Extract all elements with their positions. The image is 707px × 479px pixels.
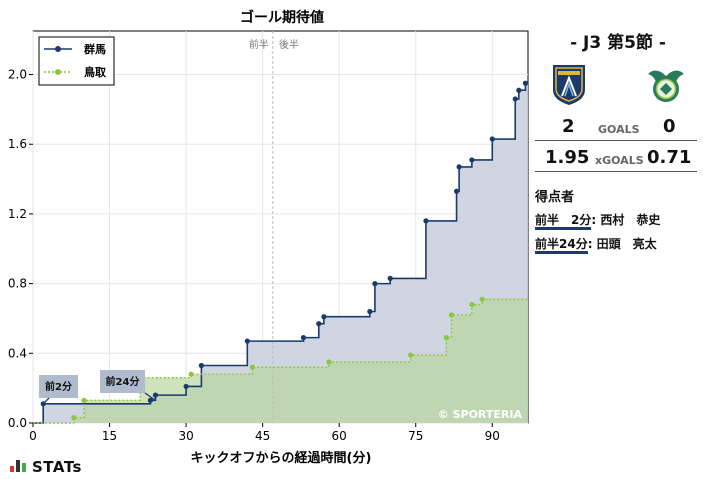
x-tick-label: 60 <box>332 429 347 443</box>
scorer-name: : 田頭 亮太 <box>587 237 657 251</box>
xg-row: 1.95 xGOALS 0.71 <box>535 145 697 172</box>
data-point <box>300 335 307 341</box>
annotation-label: 前2分 <box>45 380 72 393</box>
stats-bars-icon <box>10 460 28 472</box>
data-point <box>188 371 194 377</box>
goals-label: GOALS <box>598 123 640 136</box>
goals-row: 2 GOALS 0 <box>535 114 697 141</box>
data-point <box>152 392 159 398</box>
data-point <box>469 301 475 308</box>
series-points <box>40 80 529 421</box>
chart-title: ゴール期待値 <box>240 9 324 26</box>
data-point <box>448 312 455 318</box>
data-point <box>516 87 522 93</box>
data-point <box>522 80 529 86</box>
legend-label: 鳥取 <box>84 65 106 79</box>
y-tick-label: 0.4 <box>8 346 27 360</box>
data-point <box>512 96 518 102</box>
goal-annotations: 前2分 前24分 <box>39 370 156 405</box>
axes: 0 15 30 45 60 75 90 0.0 0.4 0.8 1.2 1.6 2.0 <box>8 68 500 443</box>
data-point <box>321 314 327 320</box>
series-areas <box>33 83 528 424</box>
annotation-label: 前24分 <box>106 375 140 388</box>
x-tick-label: 15 <box>102 429 117 443</box>
scorers-title: 得点者 <box>535 190 575 205</box>
data-point <box>326 359 332 365</box>
data-point <box>489 136 495 142</box>
data-point <box>469 157 475 163</box>
y-tick-label: 2.0 <box>8 68 27 82</box>
x-tick-label: 75 <box>408 429 423 443</box>
data-point <box>249 364 256 370</box>
data-point <box>81 397 87 403</box>
data-point <box>453 188 460 194</box>
legend-swatch-point <box>55 46 61 52</box>
series-line <box>33 298 528 424</box>
y-tick-label: 0.8 <box>8 277 27 291</box>
data-point <box>408 352 414 358</box>
home-xg: 1.95 <box>545 147 590 168</box>
annotation-box <box>39 375 78 398</box>
scorer-item: 前半 2分: 西村 恭史 <box>535 211 661 230</box>
data-point <box>183 383 189 390</box>
series-area <box>33 299 528 423</box>
data-point <box>372 281 378 287</box>
watermark: © SPORTERIA <box>438 408 523 421</box>
y-tick-label: 0.0 <box>8 416 27 430</box>
x-tick-label: 30 <box>178 429 193 443</box>
data-point <box>244 338 250 344</box>
legend-box <box>38 36 115 86</box>
stats-logo-text: STATs <box>32 458 82 476</box>
data-point <box>456 164 462 170</box>
annotation-pointer <box>144 392 156 401</box>
xg-label: xGOALS <box>595 154 644 167</box>
home-goals: 2 <box>562 116 575 137</box>
annotation-box <box>100 370 145 393</box>
y-tick-label: 1.2 <box>8 207 27 221</box>
annotation-pointer <box>42 397 50 405</box>
gunma-crest-icon <box>553 65 585 105</box>
data-point <box>198 362 205 369</box>
scorer-item: 前半24分: 田頭 亮太 <box>535 235 657 254</box>
scorer-time: 前半 2分 <box>535 213 592 230</box>
x-tick-label: 90 <box>485 429 500 443</box>
x-tick-label: 45 <box>255 429 270 443</box>
second-half-label: 後半 <box>279 38 299 51</box>
away-goals: 0 <box>663 116 676 137</box>
x-tick-label: 0 <box>29 429 37 443</box>
series-area <box>33 83 528 424</box>
data-point <box>443 335 449 341</box>
tottori-crest-icon <box>648 70 684 102</box>
legend-label: 群馬 <box>83 42 106 56</box>
first-half-label: 前半 <box>249 38 269 51</box>
data-point <box>147 397 153 403</box>
match-title: - J3 第5節 - <box>570 33 666 53</box>
y-tick-label: 1.6 <box>8 137 27 151</box>
legend-swatch-point <box>55 69 61 75</box>
data-point <box>71 415 77 421</box>
half-time-line: 前半 後半 <box>249 31 299 423</box>
stats-logo: STATs <box>10 458 82 476</box>
data-point <box>479 296 485 302</box>
data-point <box>367 308 373 315</box>
x-axis-label: キックオフからの経過時間(分) <box>191 450 372 466</box>
away-xg: 0.71 <box>647 147 692 168</box>
data-point <box>423 218 429 224</box>
scorer-name: : 西村 恭史 <box>591 213 661 227</box>
scorer-time: 前半24分 <box>535 237 588 254</box>
data-point <box>387 275 393 281</box>
data-point <box>316 321 322 327</box>
